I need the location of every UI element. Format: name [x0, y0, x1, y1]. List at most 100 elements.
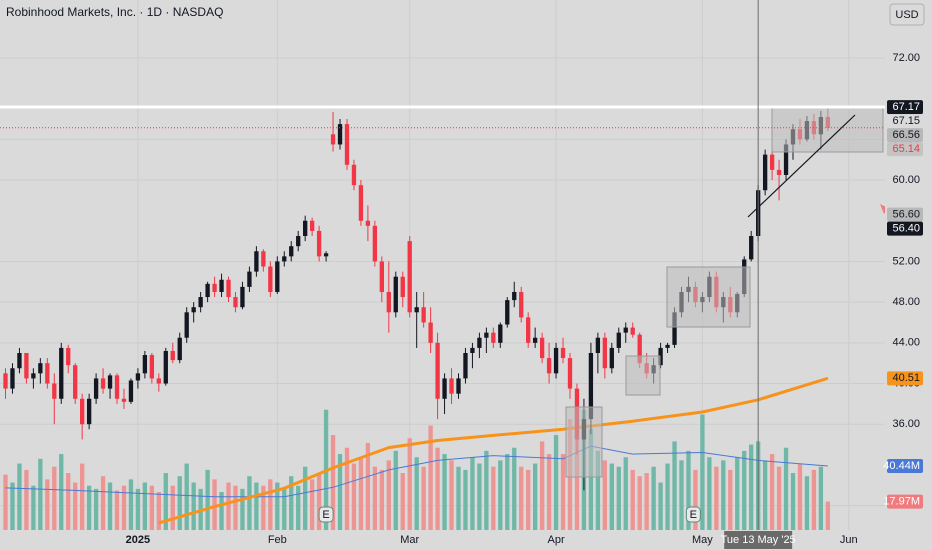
volume-bar	[435, 447, 440, 530]
volume-bar	[233, 485, 238, 530]
candle-body	[414, 307, 419, 313]
volume-bar	[804, 476, 810, 530]
volume-bar	[519, 466, 524, 530]
y-tick-label: 48.00	[892, 296, 920, 308]
candle-body	[337, 124, 343, 145]
candle-body	[400, 276, 405, 298]
candle-body	[442, 378, 447, 399]
volume-bar	[219, 492, 224, 530]
candle-body	[114, 375, 120, 399]
candle-body	[177, 337, 182, 361]
candle-body	[226, 279, 231, 298]
volume-bar	[80, 463, 85, 530]
volume-bar	[700, 414, 705, 530]
drawn-box	[625, 355, 661, 396]
volume-bar	[539, 441, 545, 530]
candle-body	[128, 380, 134, 402]
candle-body	[351, 164, 357, 186]
volume-bar	[337, 454, 343, 530]
candle-body	[240, 286, 245, 308]
candle-body	[10, 368, 15, 389]
volume-bar	[512, 447, 517, 530]
candle-body	[309, 220, 315, 231]
candle-body	[3, 373, 8, 389]
crosshair-date: Tue 13 May '25	[721, 534, 796, 546]
volume-bar	[449, 460, 454, 530]
candle-body	[498, 324, 503, 343]
currency-button[interactable]	[889, 3, 925, 26]
volume-bar	[282, 488, 287, 530]
volume-bar	[588, 428, 594, 530]
x-tick-label: Feb	[268, 534, 287, 546]
volume-bar	[296, 485, 301, 530]
price-axis	[885, 0, 932, 550]
candle-body	[630, 327, 635, 335]
x-tick-label: Jun	[840, 534, 858, 546]
candle-body	[463, 352, 468, 379]
candle-body	[86, 398, 92, 425]
volume-bar	[637, 476, 642, 530]
volume-bar	[602, 460, 608, 530]
candle-body	[637, 334, 642, 364]
candle-body	[323, 253, 329, 257]
x-tick-label: Mar	[400, 534, 419, 546]
candle-body	[135, 373, 141, 381]
trend-line	[747, 114, 856, 218]
volume-bar	[776, 466, 782, 530]
volume-bar	[595, 450, 601, 530]
volume-bar	[268, 479, 273, 530]
volume-bar	[386, 460, 391, 530]
candle-body	[560, 347, 566, 359]
currency-label[interactable]: USD	[895, 9, 918, 21]
volume-bar	[163, 473, 168, 530]
price-label-box	[887, 459, 923, 474]
drawn-box	[771, 106, 884, 153]
volume-bar	[184, 463, 189, 530]
volume-bar	[365, 442, 371, 530]
candle-body	[268, 266, 273, 292]
candle-body	[609, 347, 614, 369]
volume-bar	[609, 463, 614, 530]
candle-body	[539, 337, 545, 359]
price-label: 17.97M	[883, 495, 920, 507]
candle-body	[93, 378, 99, 399]
volume-bar	[93, 488, 99, 530]
volume-bar	[240, 488, 245, 530]
candle-body	[386, 291, 391, 313]
volume-bar	[470, 457, 475, 530]
volume-bar	[811, 469, 817, 530]
volume-bar	[526, 469, 531, 530]
volume-bar	[749, 444, 754, 530]
volume-bar	[107, 482, 113, 530]
candle-body	[512, 291, 517, 301]
volume-bar	[100, 476, 106, 530]
candle-body	[358, 185, 364, 221]
candle-body	[344, 124, 350, 165]
candle-body	[623, 327, 628, 333]
x-tick-label: Apr	[547, 534, 564, 546]
volume-bar	[149, 485, 155, 530]
price-label: 65.14	[892, 143, 920, 155]
candle-body	[219, 279, 224, 292]
volume-bar	[400, 473, 405, 530]
volume-bar	[86, 485, 92, 530]
candle-body	[198, 297, 203, 308]
candle-body	[658, 347, 663, 366]
volume-bar	[560, 454, 566, 530]
candle-body	[17, 352, 22, 369]
volume-bar	[10, 482, 15, 530]
volume-bar	[769, 454, 775, 530]
volume-bar	[261, 485, 266, 530]
price-label-box	[887, 114, 923, 129]
candle-body	[421, 307, 426, 323]
volume-bar	[254, 482, 259, 530]
candle-body	[595, 337, 601, 353]
price-label-box	[887, 494, 923, 509]
candle-body	[107, 375, 113, 389]
drawn-box	[565, 406, 603, 478]
candle-body	[372, 225, 378, 262]
volume-bar	[665, 463, 670, 530]
candle-body	[783, 144, 789, 175]
time-axis	[0, 530, 885, 550]
